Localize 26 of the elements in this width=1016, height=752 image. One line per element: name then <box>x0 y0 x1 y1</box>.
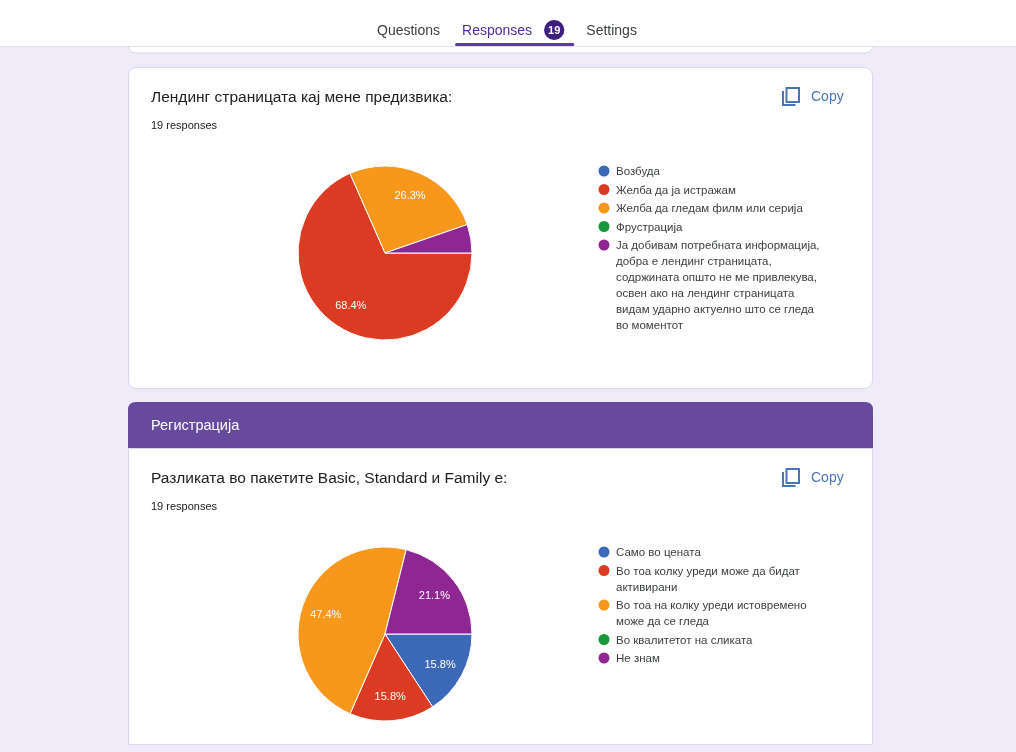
text: Регистрација <box>151 417 241 434</box>
legend-label: Желба да гледам филм или серија <box>616 202 804 215</box>
legend-label: Желба да ја истражам <box>616 183 736 196</box>
legend-label: Ја добивам потребната информација, добра е лендинг страницата, содржината општо не ме привлекува, освен ако на лендинг страницата видам ударно актуелно што се гледа во моментот <box>616 239 820 332</box>
data-label: 15.8% <box>424 657 456 670</box>
text: 19 responses <box>151 118 218 131</box>
data-label: 21.1% <box>418 589 451 602</box>
data-label: 15.8% <box>374 690 407 703</box>
legend-label: Само во цената <box>616 546 702 559</box>
text: Settings <box>586 21 637 38</box>
text: 19 responses <box>151 499 218 512</box>
chart-title: Разликата во пакетите Basic, Standard и Family е: <box>151 469 508 487</box>
text: Copy <box>811 468 844 485</box>
legend-label: Во квалитетот на сликата <box>616 633 754 646</box>
data-label: 26.3% <box>394 189 426 202</box>
data-label: 68.4% <box>335 299 367 312</box>
text: Responses <box>462 21 533 38</box>
chart-title: Лендинг страницата кај мене предизвика: <box>151 88 453 106</box>
legend-label: Во тоа на колку уреди истовремено може да се гледа <box>616 599 807 628</box>
text: Copy <box>811 87 844 104</box>
legend-label: Возбуда <box>616 165 661 178</box>
data-label: 47.4% <box>310 607 342 620</box>
legend-label: Фрустрација <box>616 220 683 233</box>
text: Questions <box>377 21 441 38</box>
legend-label: Во тоа колку уреди може да бидат активирани <box>616 564 801 593</box>
legend-label: Не знам <box>616 652 660 665</box>
